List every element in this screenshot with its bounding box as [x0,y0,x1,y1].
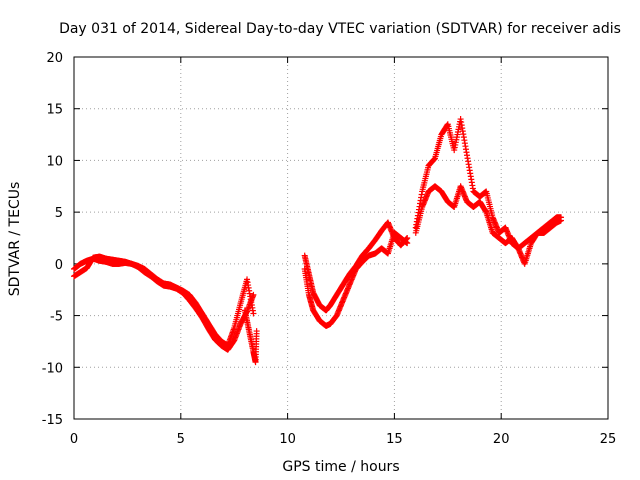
y-tick-label: -5 [50,310,63,325]
data-series [241,307,260,366]
y-tick-label: 5 [55,206,63,221]
data-point-marker [558,217,565,224]
y-axis-label: SDTVAR / TECUs [7,182,23,297]
y-tick-label: 20 [46,51,63,66]
y-tick-label: 10 [46,154,63,169]
data-point-marker [253,328,260,335]
x-tick-label: 10 [279,432,296,447]
data-point-marker [250,291,257,298]
axis-ticks: 0 5 10 15 20 25 -15 -10 -5 0 5 10 15 20 [42,51,617,447]
y-tick-label: 0 [55,258,63,273]
x-tick-label: 15 [386,432,403,447]
x-tick-label: 20 [493,432,510,447]
data-series [301,219,411,314]
y-tick-label: -10 [42,361,63,376]
x-tick-label: 5 [177,432,185,447]
data-series [412,183,565,252]
plot-frame [73,56,609,420]
data-series [301,229,411,329]
data-series [71,253,257,349]
data-point-marker [250,310,257,317]
x-tick-label: 0 [70,432,78,447]
data-series [412,116,565,267]
x-axis-label: GPS time / hours [282,459,399,475]
data-marks [71,116,565,366]
grid [74,57,608,419]
data-point-marker [404,240,411,247]
chart-title: Day 031 of 2014, Sidereal Day-to-day VTE… [59,21,621,37]
y-tick-label: -15 [42,413,63,428]
x-tick-label: 25 [600,432,617,447]
y-tick-label: 15 [46,103,63,118]
